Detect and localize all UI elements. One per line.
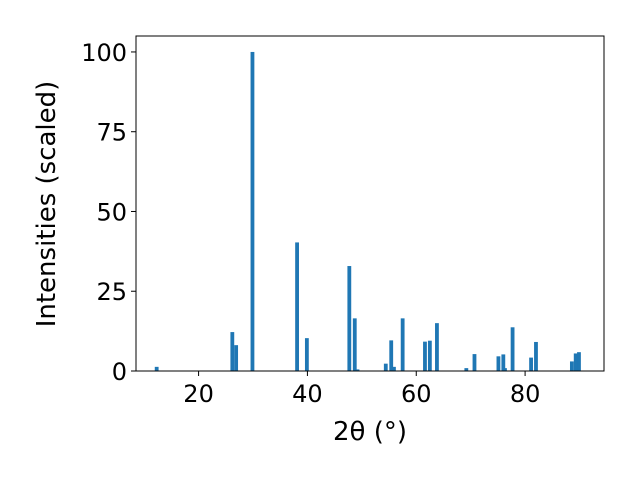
bar [496, 356, 501, 371]
bar [503, 368, 507, 371]
bar [510, 327, 515, 371]
y-tick-label: 75 [96, 119, 127, 147]
bar [250, 51, 255, 371]
x-tick-label: 60 [401, 380, 432, 408]
bar [154, 366, 159, 371]
bar [234, 345, 239, 371]
bar [304, 338, 309, 371]
bar [534, 341, 538, 371]
bar [392, 366, 396, 371]
bar [352, 318, 357, 371]
x-tick-label: 20 [183, 380, 214, 408]
bar [355, 369, 360, 371]
bar [427, 340, 432, 371]
bar [389, 340, 394, 371]
bar [295, 242, 299, 371]
bar [577, 352, 581, 371]
bar [423, 341, 427, 371]
bar [230, 332, 235, 371]
y-axis-label: Intensities (scaled) [32, 81, 62, 328]
y-tick-label: 0 [112, 358, 127, 386]
plot-frame [135, 35, 605, 372]
y-tick-label: 100 [81, 39, 127, 67]
bar [435, 323, 439, 371]
x-tick-label: 80 [510, 380, 541, 408]
bar [529, 357, 533, 371]
y-tick-label: 50 [96, 198, 127, 226]
bar [347, 266, 352, 371]
x-axis-label: 2θ (°) [333, 417, 407, 447]
bar [573, 353, 578, 371]
bar [501, 354, 506, 371]
bar [472, 354, 477, 371]
bar [383, 363, 388, 371]
bars-group [154, 51, 581, 371]
x-tick-label: 40 [292, 380, 323, 408]
y-tick-label: 25 [96, 278, 127, 306]
bar [569, 361, 574, 371]
y-axis-ticks: 0 25 50 75 100 [81, 39, 136, 386]
bar [400, 318, 405, 371]
bar [464, 368, 469, 371]
x-axis-ticks: 20 40 60 80 [183, 371, 540, 408]
